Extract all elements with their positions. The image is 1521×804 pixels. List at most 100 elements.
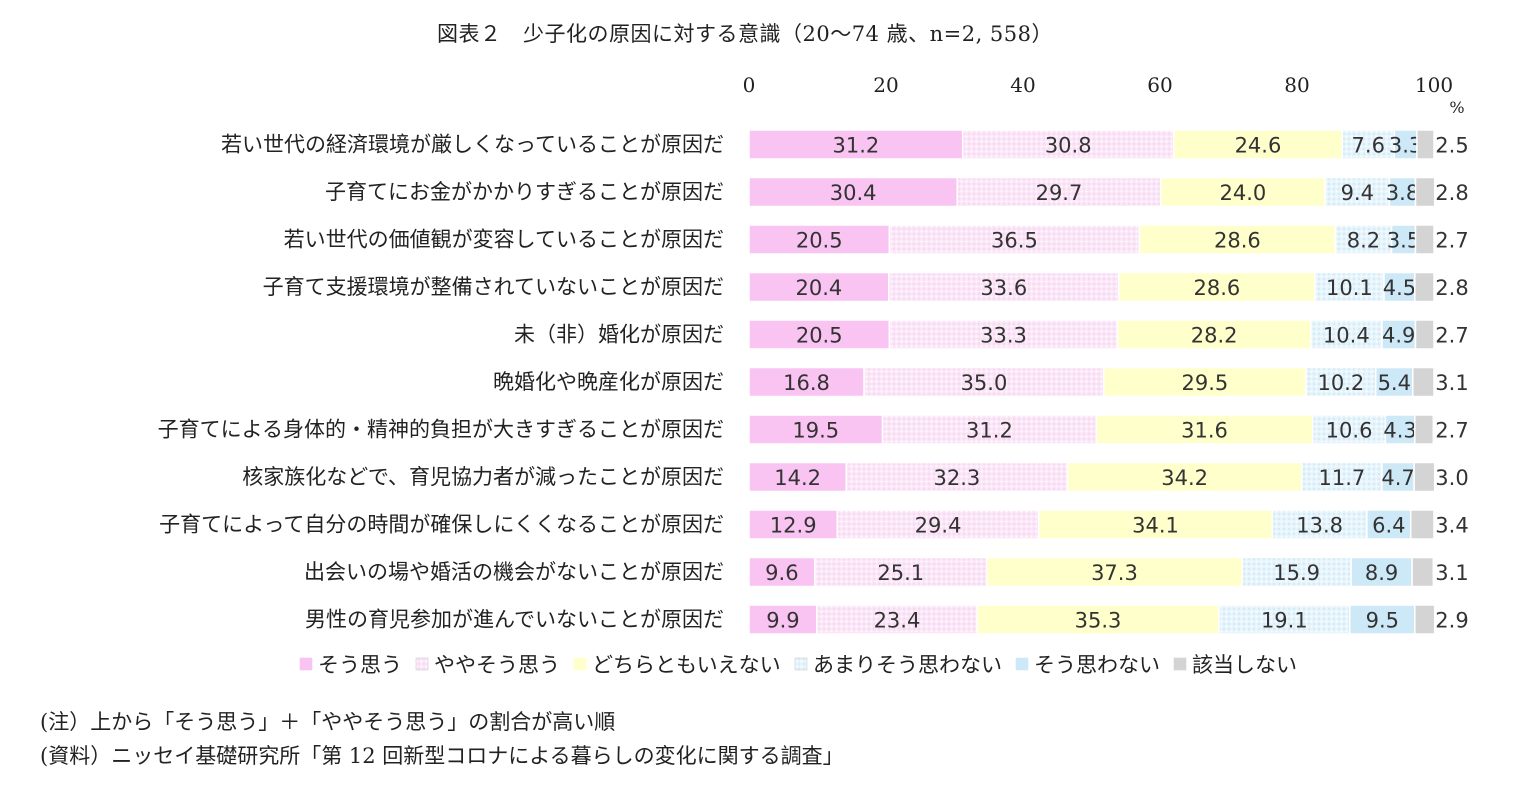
bar-row: 12.9 29.4 34.1 13.8 6.4 3.4 xyxy=(748,509,1469,540)
data-label: 2.7 xyxy=(1435,419,1468,443)
legend-swatch xyxy=(299,657,313,671)
x-tick-label: 20 xyxy=(873,73,898,97)
data-label: 34.1 xyxy=(1132,514,1179,538)
data-label: 9.9 xyxy=(766,609,799,633)
x-axis: 0 20 40 60 80 100% xyxy=(743,73,1465,117)
bar-rows: 31.2 30.8 24.6 7.6 3.3 2.530.4 29.7 24.0 9.4 3.8 2… xyxy=(748,129,1469,635)
data-label: 13.8 xyxy=(1296,514,1343,538)
bar-segment xyxy=(1381,319,1417,350)
legend-swatch xyxy=(415,657,429,671)
data-label: 30.4 xyxy=(830,181,877,205)
data-label: 24.0 xyxy=(1220,181,1267,205)
data-label: 20.5 xyxy=(796,229,843,253)
data-label: 2.7 xyxy=(1435,229,1468,253)
data-label: 33.3 xyxy=(980,324,1027,348)
data-label: 10.2 xyxy=(1317,371,1364,395)
stacked-bar-chart: 0 20 40 60 80 100% 若い世代の経済環境が厳しくなっていることが原因だ子育… xyxy=(158,73,1469,677)
bar-segment xyxy=(1375,366,1414,398)
chart-title: 図表２ 少子化の原因に対する意識（20～74 歳、n=2, 558） xyxy=(436,22,1054,46)
bar-segment xyxy=(1416,129,1435,160)
bar-segment xyxy=(1314,271,1385,303)
data-label: 11.7 xyxy=(1318,466,1365,490)
category-label: 子育てによる身体的・精神的負担が大きすぎることが原因だ xyxy=(158,418,724,442)
data-label: 28.2 xyxy=(1191,324,1238,348)
bar-segment xyxy=(961,129,1175,160)
category-label: 男性の育児参加が進んでいないことが原因だ xyxy=(305,608,724,632)
data-label: 14.2 xyxy=(774,466,821,490)
data-label: 32.3 xyxy=(934,466,981,490)
data-label: 19.5 xyxy=(792,419,839,443)
bar-segment xyxy=(881,414,1098,445)
legend-swatch xyxy=(1015,657,1029,671)
bar-segment xyxy=(1066,461,1303,493)
bar-segment xyxy=(1409,509,1435,540)
legend-item: 該当しない xyxy=(1173,653,1297,677)
data-label: 10.6 xyxy=(1326,419,1373,443)
data-label: 36.5 xyxy=(991,229,1038,253)
category-label: 核家族化などで、育児協力者が減ったことが原因だ xyxy=(242,465,724,489)
bar-row: 16.8 35.0 29.5 10.2 5.4 3.1 xyxy=(748,366,1469,398)
bar-segment xyxy=(1301,461,1383,493)
bar-segment xyxy=(748,271,890,303)
bar-segment xyxy=(1384,414,1416,445)
bar-segment xyxy=(888,319,1119,350)
category-label: 若い世代の経済環境が厳しくなっていることが原因だ xyxy=(221,133,724,157)
category-label: 子育てにお金がかかりすぎることが原因だ xyxy=(325,180,724,204)
data-label: 34.2 xyxy=(1161,466,1208,490)
data-label: 6.4 xyxy=(1372,514,1405,538)
data-label: 28.6 xyxy=(1193,276,1240,300)
bar-segment xyxy=(1038,509,1274,540)
data-label: 3.4 xyxy=(1435,514,1468,538)
x-tick-label: 80 xyxy=(1284,73,1309,97)
bar-segment xyxy=(748,604,818,635)
legend-item: そう思う xyxy=(299,653,402,677)
bar-segment xyxy=(748,414,884,445)
data-label: 2.9 xyxy=(1435,609,1468,633)
bar-row: 9.6 25.1 37.3 15.9 8.9 3.1 xyxy=(748,556,1469,588)
data-label: 3.5 xyxy=(1387,229,1420,253)
footnote-source: (資料）ニッセイ基礎研究所「第 12 回新型コロナによる暮らしの変化に関する調査… xyxy=(40,744,844,768)
bar-segment xyxy=(748,176,958,208)
data-label: 33.6 xyxy=(980,276,1027,300)
bar-segment xyxy=(1348,604,1416,635)
bar-row: 20.5 33.3 28.2 10.4 4.9 2.7 xyxy=(748,319,1469,350)
bar-row: 20.5 36.5 28.6 8.2 3.5 2.7 xyxy=(748,224,1469,255)
bar-segment xyxy=(956,176,1162,208)
legend-label: ややそう思う xyxy=(434,653,560,677)
data-label: 10.4 xyxy=(1323,324,1370,348)
bar-segment xyxy=(1218,604,1351,635)
data-label: 30.8 xyxy=(1045,134,1092,158)
legend-label: 該当しない xyxy=(1192,653,1297,677)
data-label: 15.9 xyxy=(1273,561,1320,585)
data-label: 3.8 xyxy=(1386,181,1419,205)
legend: そう思う ややそう思う どちらともいえない あまりそう思わない そう思わない 該当しない xyxy=(299,653,1297,677)
legend-item: あまりそう思わない xyxy=(794,653,1002,677)
category-label: 未（非）婚化が原因だ xyxy=(514,323,724,347)
data-label: 3.1 xyxy=(1435,371,1468,395)
data-label: 23.4 xyxy=(874,609,921,633)
data-label: 29.5 xyxy=(1181,371,1228,395)
bar-segment xyxy=(1116,319,1312,350)
data-label: 7.6 xyxy=(1352,134,1385,158)
data-label: 2.8 xyxy=(1435,276,1468,300)
bar-segment xyxy=(1414,319,1435,350)
legend-item: どちらともいえない xyxy=(573,653,781,677)
bar-row: 9.9 23.4 35.3 19.1 9.5 2.9 xyxy=(748,604,1469,635)
data-label: 2.7 xyxy=(1435,324,1468,348)
bar-segment xyxy=(1334,224,1393,255)
data-label: 9.4 xyxy=(1341,181,1374,205)
bar-segment xyxy=(1412,366,1435,398)
bar-segment xyxy=(748,366,865,398)
footnote-note: (注）上から「そう思う」＋「ややそう思う」の割合が高い順 xyxy=(40,710,616,734)
data-label: 3.0 xyxy=(1435,466,1468,490)
bar-segment xyxy=(1366,509,1412,540)
legend-label: あまりそう思わない xyxy=(813,653,1002,677)
bar-segment xyxy=(816,604,978,635)
bar-segment xyxy=(1172,129,1343,160)
data-label: 31.2 xyxy=(966,419,1013,443)
data-label: 31.6 xyxy=(1181,419,1228,443)
bar-segment xyxy=(1414,224,1435,255)
x-axis-unit: % xyxy=(1449,98,1464,117)
data-label: 9.6 xyxy=(765,561,798,585)
bar-segment xyxy=(814,556,988,588)
